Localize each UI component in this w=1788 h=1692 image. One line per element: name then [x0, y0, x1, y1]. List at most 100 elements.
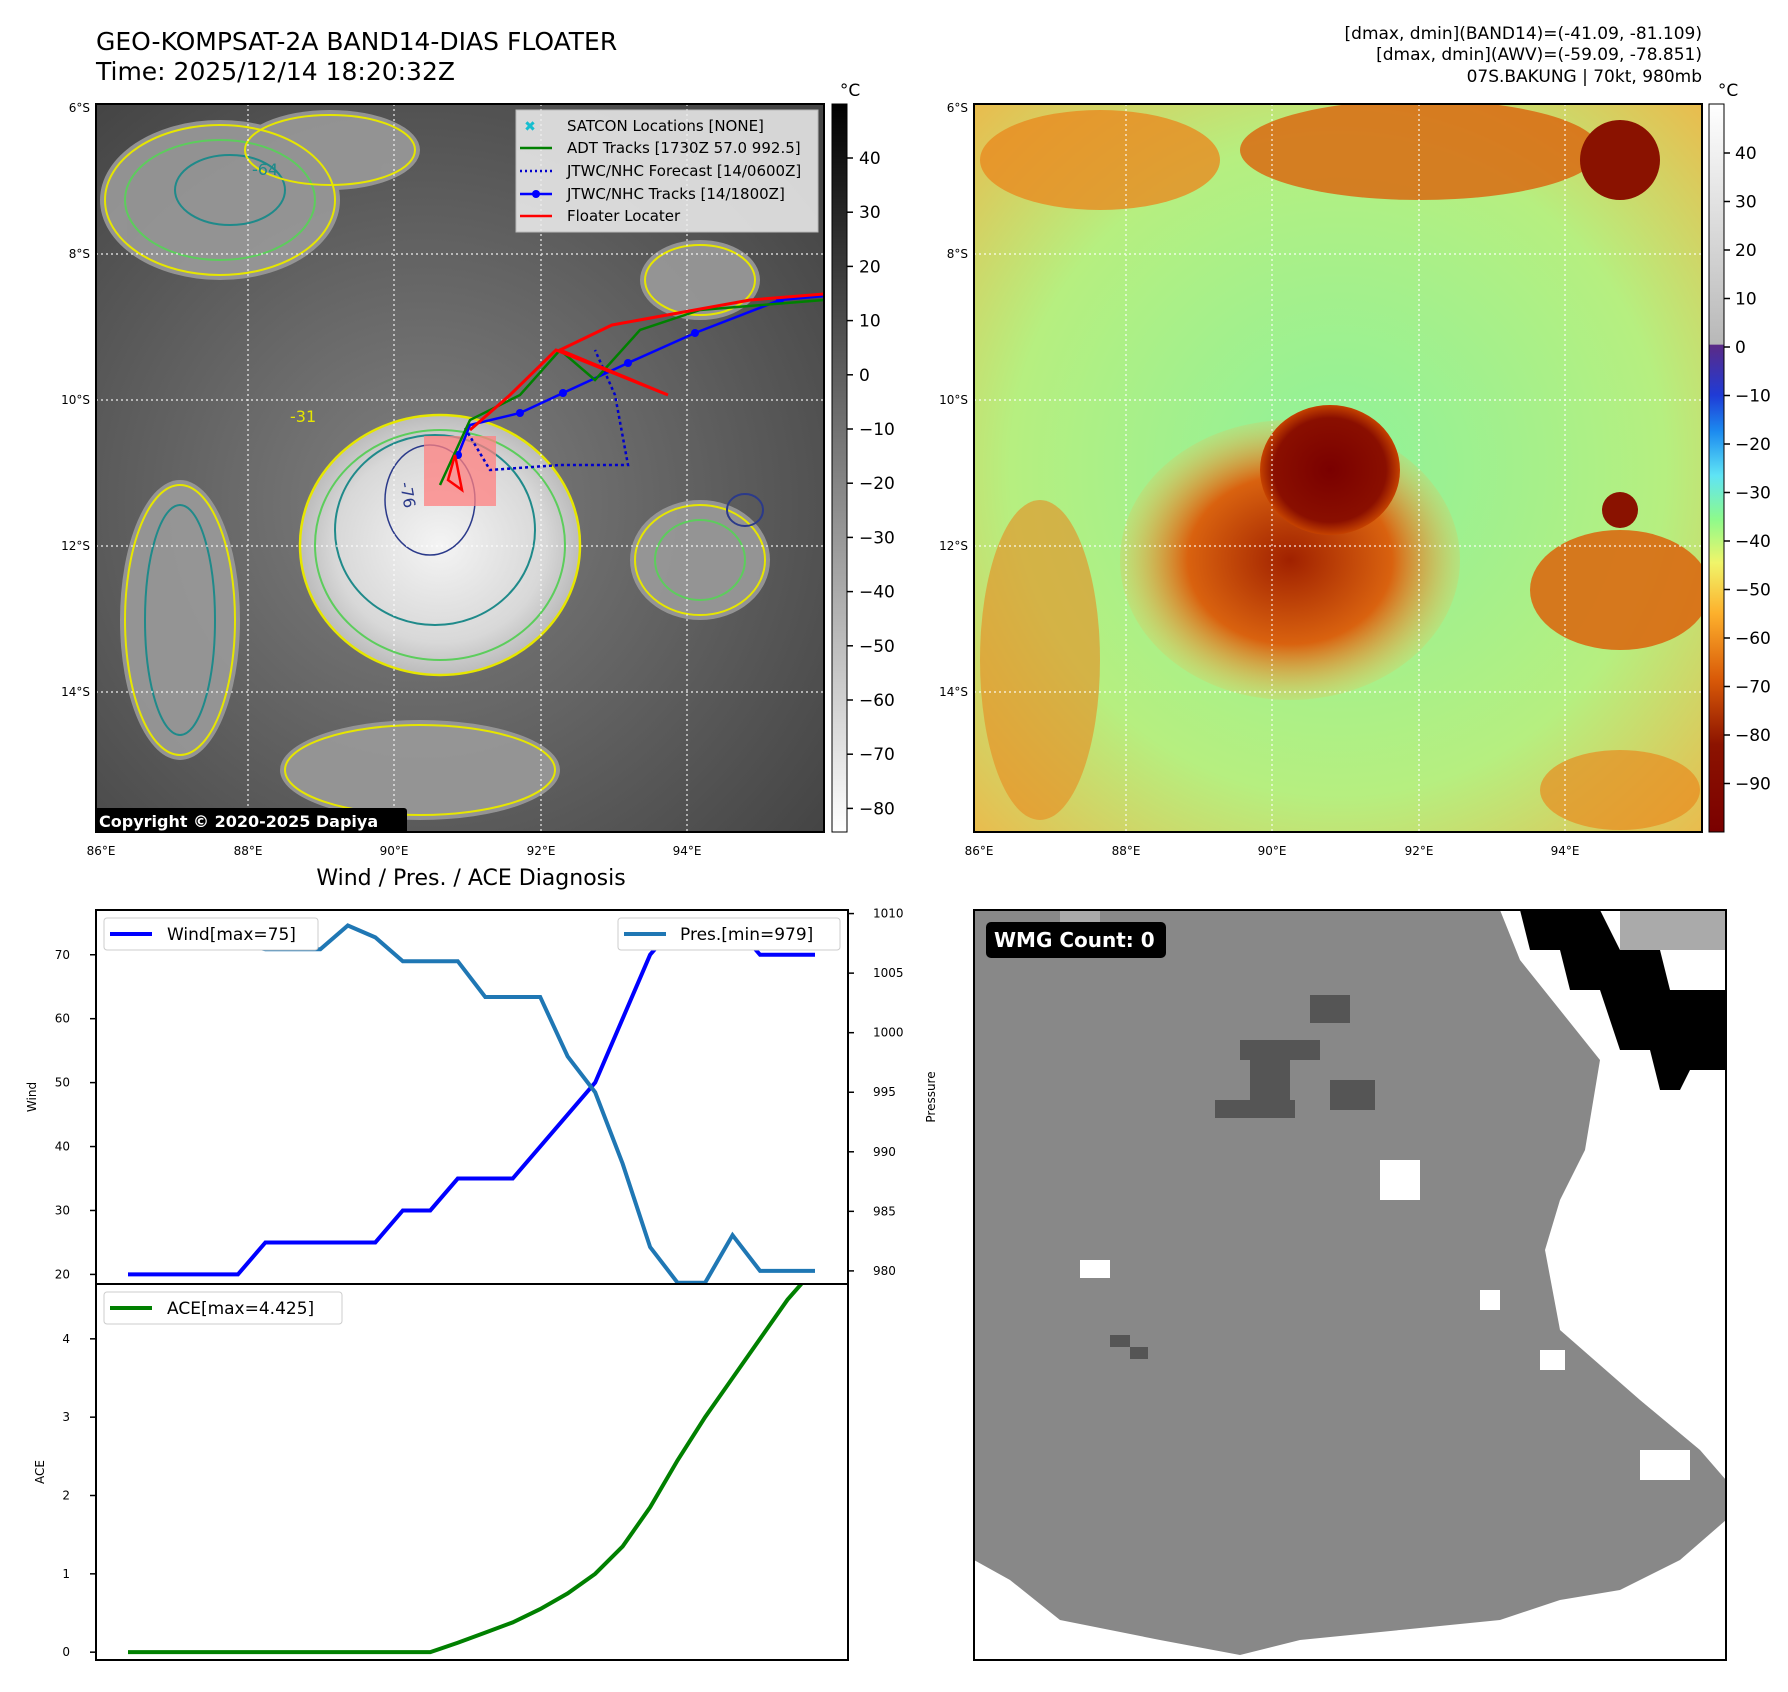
ace-series-line [128, 1284, 804, 1655]
wind-tick-label: 50 [55, 1076, 70, 1090]
copyright: Copyright © 2020-2025 Dapiya [99, 812, 378, 831]
lat-label: 14°S [61, 685, 90, 699]
lon-label: 88°E [234, 844, 263, 858]
storm-info: 07S.BAKUNG | 70kt, 980mb [1467, 67, 1702, 87]
pressure-axis-label: Pressure [924, 1071, 938, 1122]
wind-tick-label: 70 [55, 948, 70, 962]
wind-axis-label: Wind [25, 1082, 39, 1112]
enh-cloud-cells [980, 104, 1702, 830]
ir-cloud-cells [100, 110, 770, 820]
enh-colorbar-tick-label: −50 [1735, 581, 1771, 601]
legend-forecast: JTWC/NHC Forecast [14/0600Z] [566, 162, 801, 180]
ir-colorbar-unit: °C [840, 81, 860, 101]
enh-colorbar-tick-label: 10 [1735, 290, 1757, 310]
lat-label: 10°S [61, 393, 90, 407]
enh-gridlines [974, 104, 1702, 832]
enh-colorbar-tick-label: 40 [1735, 144, 1757, 164]
wind-tick-label: 20 [55, 1267, 70, 1281]
wind-legend-label: Wind[max=75] [167, 925, 296, 945]
lat-label: 10°S [939, 393, 968, 407]
enh-colorbar-tick-label: −90 [1735, 775, 1771, 795]
legend-satcon-marker: ✖ [524, 119, 536, 135]
ace-tick-label: 0 [62, 1645, 70, 1659]
ir-colorbar-tick-label: −50 [859, 637, 895, 657]
pressure-tick-label: 1005 [873, 966, 904, 980]
enh-colorbar-tick-label: −30 [1735, 484, 1771, 504]
ir-colorbar: °C 40 30 20 10 0 −10 −20 −30 −40 −50 −60 −70 −80 [831, 81, 895, 833]
legend-satcon: SATCON Locations [NONE] [567, 117, 764, 135]
lon-label: 88°E [1112, 844, 1141, 858]
dmax-awv: [dmax, dmin](AWV)=(-59.09, -78.851) [1376, 45, 1702, 65]
contour-label-64: -64 [252, 160, 278, 179]
ir-colorbar-tick-label: −10 [859, 420, 895, 440]
wind-axis-ticks: 20 30 40 50 60 70 [55, 948, 96, 1281]
lon-label: 94°E [1551, 844, 1580, 858]
enh-colorbar-tick-label: 30 [1735, 193, 1757, 213]
wmg-count-label: WMG Count: 0 [994, 928, 1155, 952]
ace-legend: ACE[max=4.425] [103, 1291, 343, 1325]
wmg-main-region [974, 910, 1726, 1655]
ir-contours [104, 114, 766, 816]
pressure-tick-label: 995 [873, 1085, 896, 1099]
lon-label: 90°E [380, 844, 409, 858]
lat-label: 6°S [947, 101, 968, 115]
lat-label: 12°S [939, 539, 968, 553]
ir-legend: ✖ SATCON Locations [NONE] ADT Tracks [17… [515, 109, 819, 233]
pressure-axis-ticks: 980 985 990 995 1000 1005 1010 [848, 907, 904, 1278]
enh-colorbar-tick-label: −40 [1735, 532, 1771, 552]
wind-legend: Wind[max=75] [103, 917, 319, 951]
pressure-tick-label: 1000 [873, 1026, 904, 1040]
floater-locater-track [469, 292, 824, 432]
dmax-band14: [dmax, dmin](BAND14)=(-41.09, -81.109) [1345, 24, 1702, 44]
wmg-dark-cells [1110, 995, 1375, 1359]
lon-label: 86°E [87, 844, 116, 858]
figure-time: Time: 2025/12/14 18:20:32Z [95, 57, 455, 86]
legend-tracks: JTWC/NHC Tracks [14/1800Z] [566, 185, 785, 203]
lon-label: 90°E [1258, 844, 1287, 858]
legend-floater: Floater Locater [567, 207, 681, 225]
wind-tick-label: 30 [55, 1203, 70, 1217]
pressure-legend: Pres.[min=979] [617, 917, 841, 951]
enh-colorbar-tick-label: 20 [1735, 241, 1757, 261]
contour-label-76: -76 [396, 480, 419, 509]
wmg-panel: WMG Count: 0 [973, 909, 1727, 1661]
ir-colorbar-tick-label: −40 [859, 583, 895, 603]
ir-colorbar-ticks: 40 30 20 10 0 −10 −20 −30 −40 −50 −60 −70 −80 [847, 149, 895, 819]
lat-label: 14°S [939, 685, 968, 699]
diagnosis-title: Wind / Pres. / ACE Diagnosis [316, 866, 625, 891]
ir-colorbar-tick-label: −70 [859, 745, 895, 765]
ir-cdo [298, 413, 582, 677]
ace-tick-label: 1 [62, 1567, 70, 1581]
ace-tick-label: 4 [62, 1332, 70, 1346]
wmg-white-holes [1080, 1160, 1690, 1480]
ir-colorbar-tick-label: 30 [859, 203, 881, 223]
enh-colorbar-tick-label: −20 [1735, 435, 1771, 455]
ir-colorbar-tick-label: −20 [859, 474, 895, 494]
lon-label: 92°E [527, 844, 556, 858]
ir-colorbar-tick-label: 10 [859, 312, 881, 332]
enh-colorbar-unit: °C [1718, 81, 1738, 101]
wmg-black-region [1520, 910, 1726, 1090]
legend-adt: ADT Tracks [1730Z 57.0 992.5] [567, 139, 801, 157]
wind-tick-label: 60 [55, 1012, 70, 1026]
lon-label: 86°E [965, 844, 994, 858]
ace-chart: 0 1 2 3 4 ACE ACE[max=4.425] [33, 1283, 849, 1661]
ir-colorbar-tick-label: −60 [859, 691, 895, 711]
enh-colorbar: °C 40 30 20 10 0 −10 −20 −30 −40 −50 −60 −70 −80 −90 [1708, 81, 1771, 833]
ir-map-panel: -31 -64 -76 ✖ SATCON Locations [NONE] AD… [95, 103, 825, 833]
pressure-tick-label: 1010 [873, 907, 904, 921]
ace-legend-label: ACE[max=4.425] [167, 1299, 314, 1319]
ir-colorbar-tick-label: −30 [859, 528, 895, 548]
enh-colorbar-tick-label: −70 [1735, 678, 1771, 698]
enh-colorbar-ticks: 40 30 20 10 0 −10 −20 −30 −40 −50 −60 −70 −80 −90 [1724, 144, 1771, 795]
legend-tracks-dot [532, 190, 540, 198]
enh-colorbar-tick-label: −80 [1735, 726, 1771, 746]
floater-locater-marker [446, 454, 464, 493]
enhanced-map-panel [973, 103, 1703, 833]
pressure-tick-label: 985 [873, 1204, 896, 1218]
pressure-tick-label: 980 [873, 1264, 896, 1278]
figure-title: GEO-KOMPSAT-2A BAND14-DIAS FLOATER [96, 27, 617, 56]
enh-colorbar-tick-label: −60 [1735, 629, 1771, 649]
contour-label-31: -31 [290, 407, 316, 426]
